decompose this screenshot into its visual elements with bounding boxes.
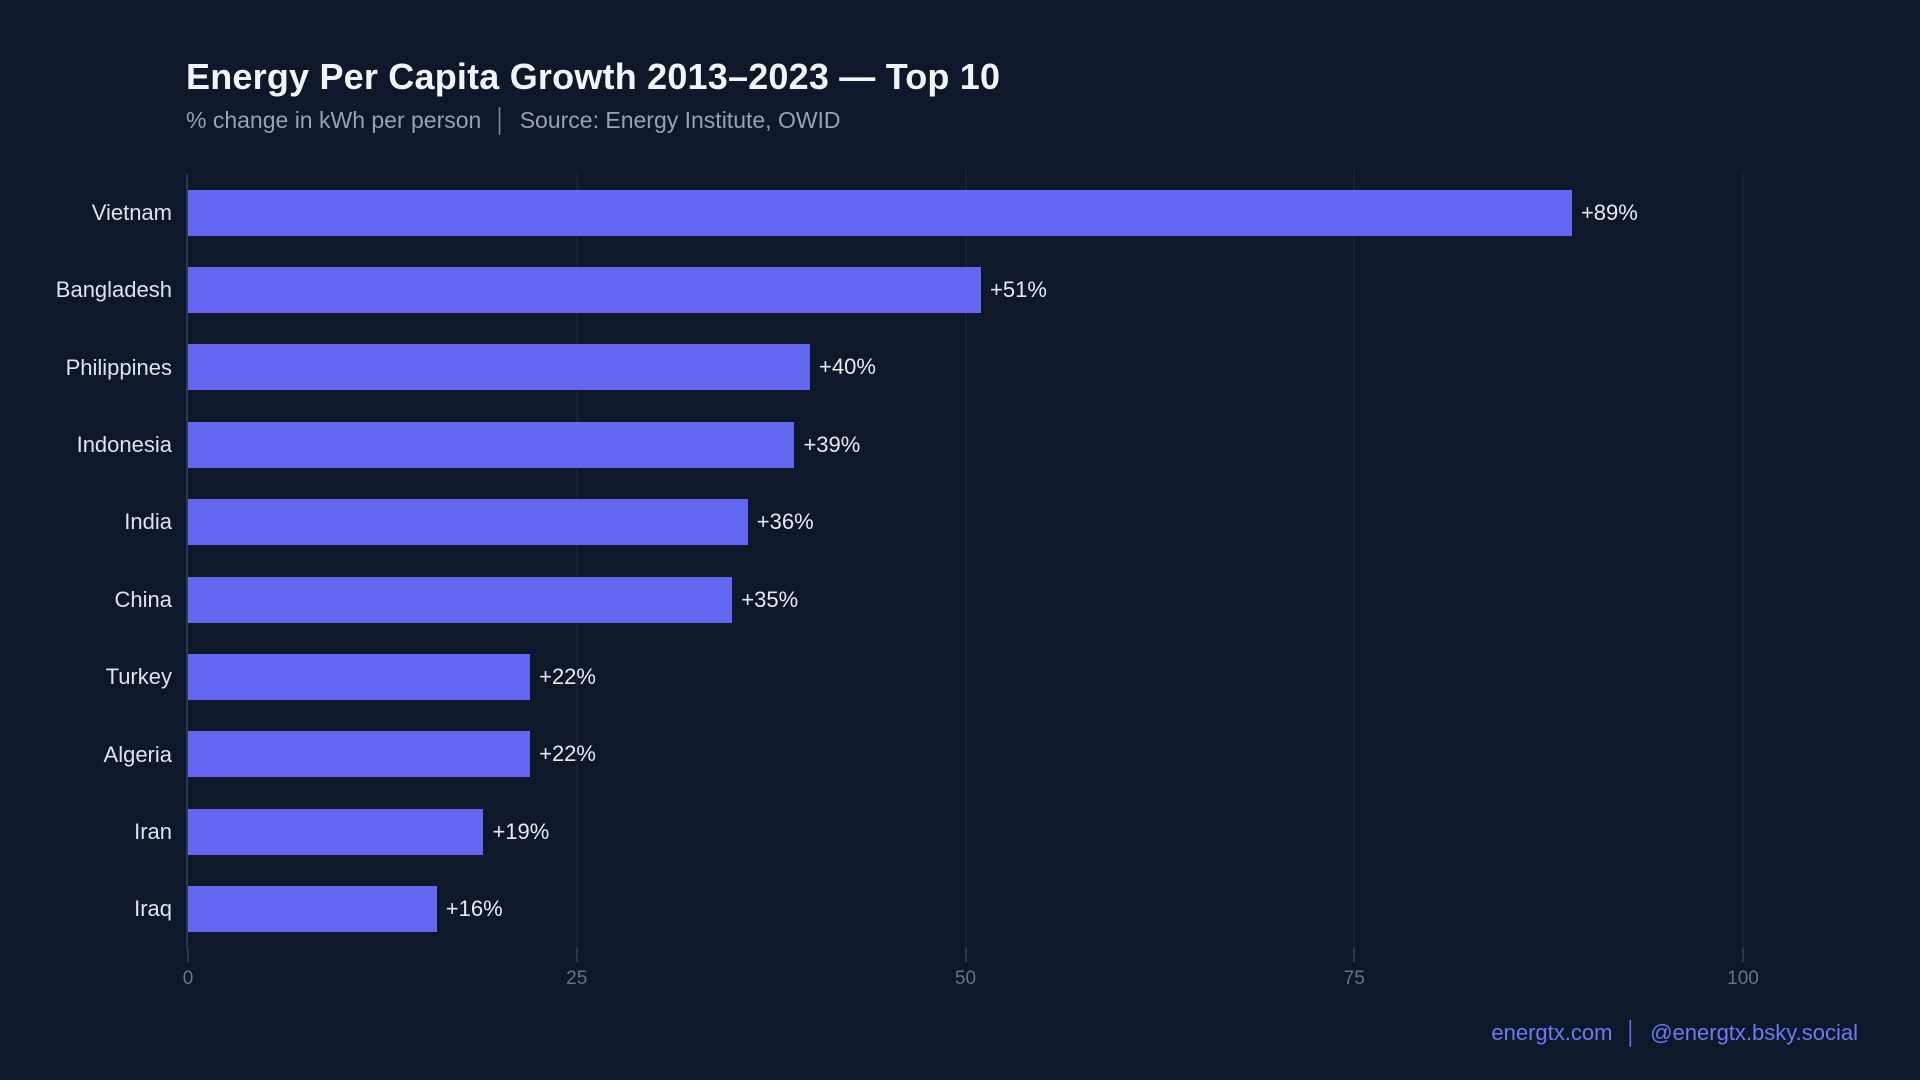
gridline [576, 170, 578, 948]
bar-row: +16% [188, 871, 1743, 948]
category-label: Iran [134, 818, 172, 844]
axis-tick [964, 948, 967, 962]
axis-tick-label: 100 [1727, 968, 1759, 989]
axis-tick-label: 25 [566, 968, 588, 989]
category-label: Turkey [105, 664, 172, 690]
category-label: Iraq [134, 896, 172, 922]
gridline [965, 170, 966, 948]
bar-value-label: +22% [539, 664, 596, 690]
category-label: India [124, 509, 172, 535]
footer-site-link[interactable]: energtx.com [1491, 1020, 1613, 1045]
subtitle-separator: │ [493, 107, 508, 133]
subtitle-source: Source: Energy Institute, OWID [519, 107, 841, 133]
bar-china [188, 576, 733, 623]
bar-value-label: +40% [819, 354, 876, 380]
category-label: Bangladesh [55, 277, 172, 303]
axis-tick-label: 0 [182, 968, 194, 989]
bar-iraq [188, 886, 437, 933]
bar-row: +89% [188, 174, 1743, 251]
axis-tick [1742, 948, 1744, 962]
bar-india [188, 499, 748, 546]
bar-row: +51% [188, 251, 1743, 328]
bar-row: +40% [188, 329, 1743, 406]
bar-turkey [188, 654, 531, 701]
bar-bangladesh [188, 267, 982, 314]
bar-value-label: +19% [492, 818, 550, 844]
bar-row: +39% [188, 406, 1743, 483]
bar-algeria [188, 731, 531, 778]
bar-row: +22% [188, 716, 1743, 793]
bar-row: +35% [188, 561, 1743, 638]
plot-area: 0 25 50 75 100 +89% +51% +40% +39% +36% +35% +22% +2… [183, 170, 1759, 989]
bar-value-label: +89% [1580, 199, 1638, 225]
bar-iran [188, 808, 484, 855]
bar-value-label: +16% [445, 896, 503, 922]
axis-tick-label: 75 [1343, 968, 1365, 989]
category-label: Algeria [103, 741, 172, 767]
chart-subtitle: % change in kWh per person │ Source: Energ… [186, 106, 841, 134]
bar-indonesia [188, 421, 795, 468]
category-label: Vietnam [91, 199, 172, 225]
category-label: China [114, 586, 172, 612]
bar-vietnam [188, 189, 1572, 236]
subtitle-metric: % change in kWh per person [186, 107, 482, 133]
axis-tick [1353, 948, 1356, 962]
bar-row: +22% [188, 638, 1743, 715]
bar-row: +19% [188, 793, 1743, 870]
bar-value-label: +39% [803, 431, 861, 457]
bar-philippines [188, 344, 810, 391]
axis-tick [575, 948, 578, 962]
bar-value-label: +35% [741, 586, 799, 612]
footer-credit: energtx.com │ @energtx.bsky.social [1491, 1020, 1858, 1046]
footer-social-link[interactable]: @energtx.bsky.social [1650, 1020, 1858, 1045]
chart-title: Energy Per Capita Growth 2013–2023 — Top… [186, 56, 1001, 97]
bar-value-label: +36% [756, 509, 814, 535]
category-label: Philippines [65, 354, 172, 380]
bar-row: +36% [188, 484, 1743, 561]
axis-tick-label: 50 [954, 968, 977, 989]
gridline [1353, 170, 1355, 948]
footer-separator: │ [1624, 1020, 1639, 1045]
gridline [1742, 170, 1744, 948]
bar-value-label: +51% [990, 277, 1047, 303]
category-labels: Vietnam Bangladesh Philippines Indonesia Ind… [0, 174, 172, 948]
axis-tick [187, 948, 189, 962]
bar-value-label: +22% [539, 741, 596, 767]
category-label: Indonesia [76, 431, 172, 457]
